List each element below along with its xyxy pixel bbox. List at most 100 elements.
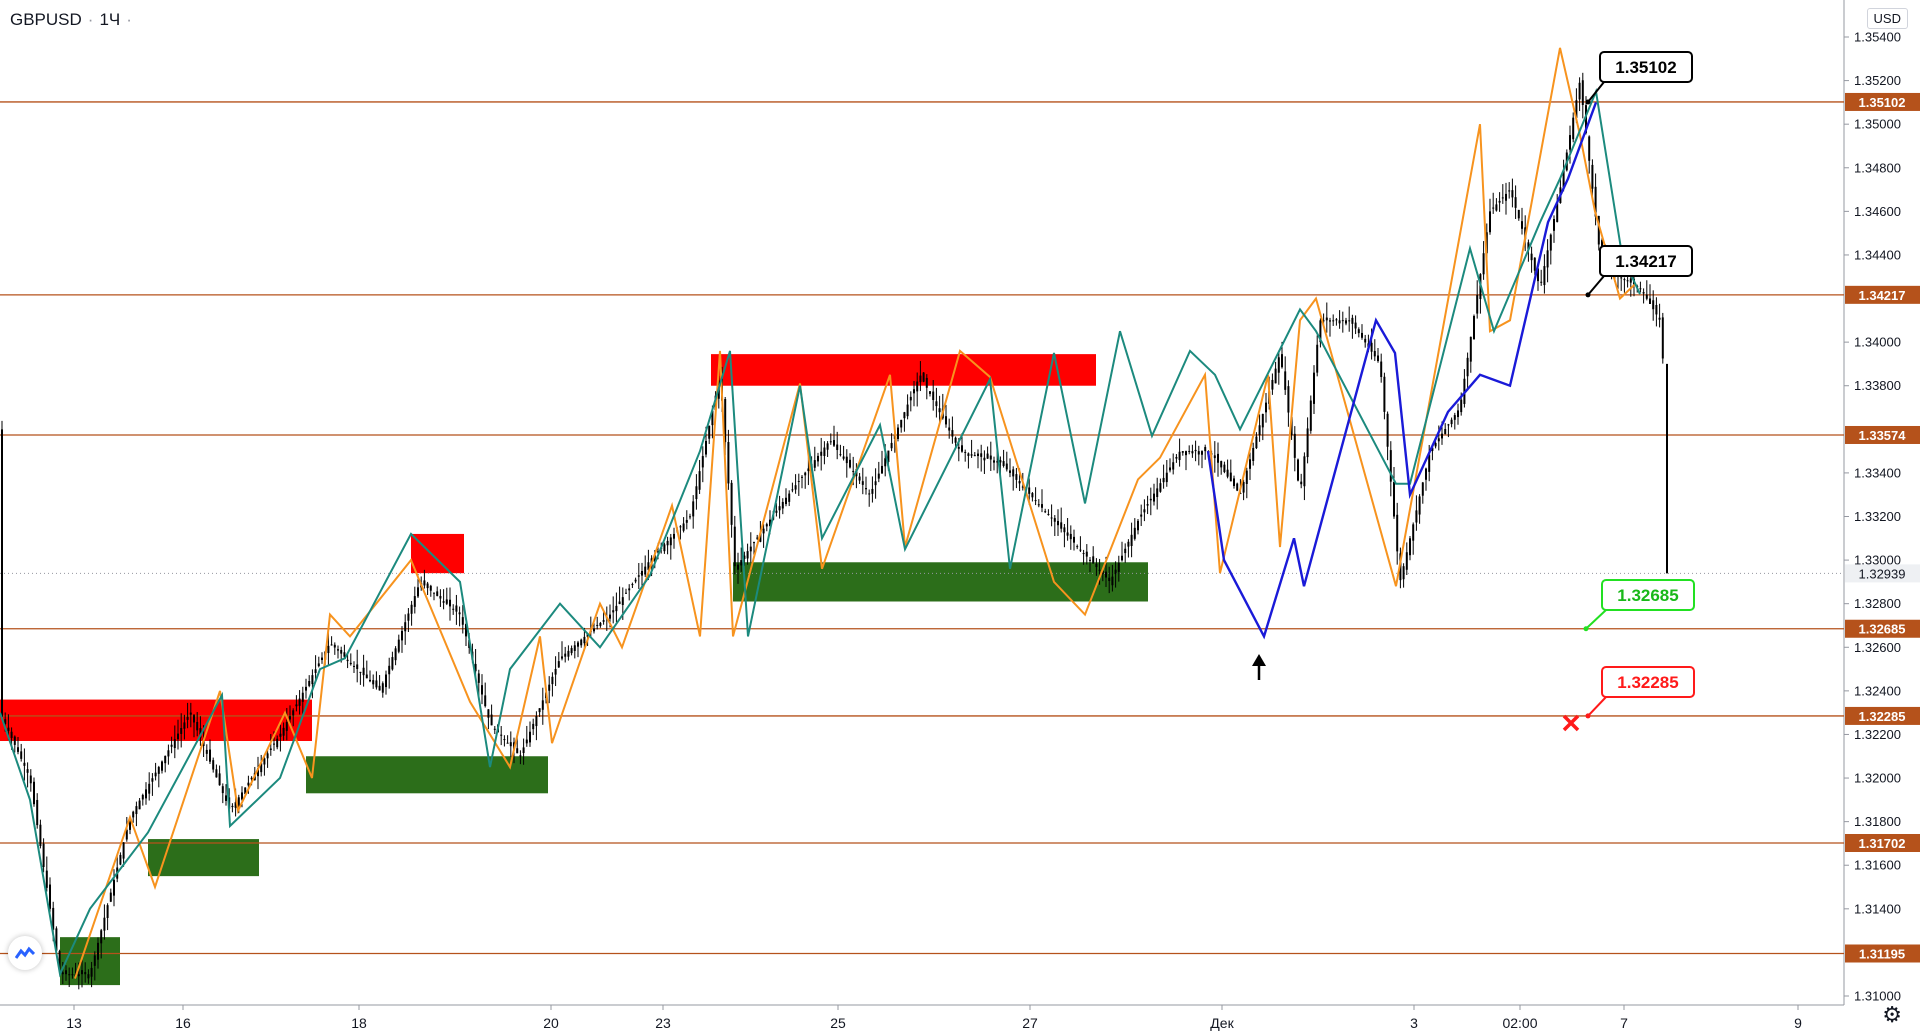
candle [282,727,285,736]
candle [881,465,883,474]
candle [1380,361,1383,378]
candle [401,630,403,641]
candle [1530,253,1533,261]
candle [1562,169,1565,188]
candle [433,592,435,594]
candle [1309,400,1312,431]
candle [1578,82,1581,100]
candle [1591,164,1594,189]
candle [647,562,650,570]
candle [231,805,234,808]
candle [692,501,695,517]
candle [161,761,163,771]
candle [801,476,803,478]
candle [394,648,397,661]
time-tick-label: 23 [655,1015,671,1031]
price-tick-label: 1.33200 [1854,509,1901,524]
time-tick-label: 9 [1794,1015,1802,1031]
candle [135,806,138,815]
candle [695,486,698,500]
candle [967,453,970,456]
candle [989,455,992,460]
callout-anchor [1585,713,1591,719]
candle [1175,456,1178,459]
candle [1645,294,1648,299]
candle [1482,253,1485,275]
candle [522,747,525,754]
candle [897,427,899,439]
candle [1034,500,1037,502]
candle [148,783,151,794]
tradingview-logo-icon [8,936,42,970]
candle [1185,451,1187,456]
candle [1460,399,1463,413]
candle [1229,472,1232,482]
cross-marker-icon [1562,714,1580,732]
candle [1300,481,1303,485]
candle [839,454,842,456]
candle [388,665,391,675]
candle [109,892,112,902]
candle [65,970,67,975]
candle [1047,513,1050,515]
candle [1655,304,1658,315]
candle [1453,415,1456,420]
callout-label: 1.32285 [1617,673,1678,692]
candle [945,416,947,425]
candle [1498,200,1501,203]
candle [314,669,317,673]
candle [877,473,880,479]
candle [141,794,144,800]
candle [980,453,983,457]
candle [1415,510,1418,523]
candle [1002,461,1005,466]
candle [1620,277,1623,279]
candle [669,537,672,546]
candle [42,843,45,867]
price-tick-label: 1.32000 [1854,771,1901,786]
candle [1069,533,1072,540]
candle [557,661,560,668]
candle [1085,551,1088,557]
candle [381,683,384,693]
candle [269,748,272,751]
settings-gear-icon[interactable]: ⚙ [1882,1002,1902,1027]
candle [1274,368,1277,384]
candle [797,480,800,482]
supply-zone [411,533,464,574]
callout-anchor [1585,99,1591,105]
candle [1658,317,1661,320]
candle [1508,190,1511,192]
currency-badge[interactable]: USD [1866,8,1908,29]
candle [81,970,83,975]
candle [951,430,954,437]
candle [1114,569,1117,575]
candle [122,842,125,859]
candle [935,401,938,407]
candle [340,649,343,654]
candle [1005,463,1008,470]
supply-zone [0,699,312,741]
candle [490,714,493,726]
callout-label: 1.32685 [1617,586,1678,605]
candle [525,739,528,744]
candle [1543,266,1546,286]
candle [977,453,979,457]
candle [343,652,346,657]
candle [234,802,237,808]
candle [759,533,762,542]
candle [1473,315,1475,340]
symbol-header[interactable]: GBPUSD · 1Ч · [10,10,132,29]
candle [1639,288,1642,290]
candle [1073,536,1075,543]
candle [1143,509,1146,513]
candle [973,455,976,457]
candle [1457,410,1459,418]
candle [1284,371,1287,390]
candle [765,524,768,527]
candle [1585,105,1587,133]
candle [317,663,320,667]
candle [423,580,426,586]
candle [212,760,215,770]
